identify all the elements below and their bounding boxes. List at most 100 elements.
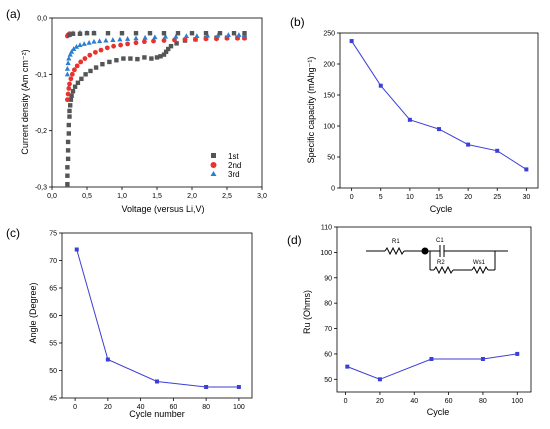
data-point — [74, 247, 79, 252]
panel-c-xtick-label: 0 — [73, 404, 77, 411]
data-point — [142, 39, 147, 45]
data-point — [175, 31, 181, 36]
data-point — [182, 37, 188, 42]
data-point — [161, 52, 167, 57]
data-point — [65, 156, 71, 162]
data-point — [73, 43, 80, 49]
panel-d-ytick-label: 60 — [324, 351, 332, 358]
panel-b-xtick-label: 30 — [522, 194, 530, 201]
data-point — [65, 181, 70, 187]
panel-c-ytick-label: 60 — [49, 313, 57, 320]
data-point — [66, 122, 71, 128]
data-point — [437, 127, 441, 132]
data-point — [345, 364, 350, 369]
panel-d-xtick-label: 20 — [376, 398, 384, 405]
data-point — [97, 38, 103, 44]
data-point — [183, 33, 189, 39]
panel-a-xtick-label: 1,5 — [152, 193, 162, 200]
resistor-r2 — [433, 265, 454, 275]
data-point — [377, 377, 382, 382]
panel-a-xtick-label: 3,0 — [257, 193, 267, 200]
data-point — [194, 33, 200, 39]
panel-d-ytick-label: 80 — [324, 301, 332, 308]
data-point — [142, 55, 147, 60]
equivalent-circuit-inset: R1 C1 R2 Ws1 — [366, 238, 508, 275]
data-point — [105, 357, 110, 362]
legend-label-3rd: 3rd — [228, 170, 240, 179]
panel-b-xtick-label: 5 — [379, 194, 383, 201]
legend-item-1st: 1st — [211, 152, 239, 161]
data-point — [69, 71, 75, 77]
legend-item-2nd: 2nd — [210, 161, 241, 170]
panel-b-series-line — [351, 40, 527, 170]
data-point — [66, 86, 72, 91]
data-point — [133, 31, 139, 36]
data-point — [70, 89, 76, 94]
panel-a-ytick-label: -0,1 — [35, 72, 47, 79]
data-point — [161, 31, 167, 36]
data-point — [378, 83, 383, 88]
data-point — [173, 33, 179, 39]
data-point — [174, 41, 179, 46]
data-point — [81, 41, 87, 46]
panel-a-ylabel: Current density (Am cm⁻²) — [20, 49, 30, 154]
data-point — [135, 56, 140, 62]
data-point — [82, 56, 88, 61]
panel-c-ytick-label: 65 — [49, 286, 57, 293]
data-point — [105, 31, 111, 36]
data-point — [480, 357, 485, 361]
data-point — [67, 32, 72, 38]
panel-a-xtick-label: 0,5 — [82, 193, 92, 200]
data-point — [158, 54, 163, 59]
panel-c-xtick-label: 40 — [137, 404, 145, 411]
data-point — [88, 68, 93, 74]
panel-a-ytick-label: 0,0 — [37, 16, 47, 23]
data-point — [121, 56, 126, 61]
data-point — [235, 35, 240, 41]
data-point — [155, 379, 159, 384]
data-point — [236, 32, 242, 37]
data-point — [162, 33, 168, 39]
data-point — [166, 46, 171, 52]
data-point — [152, 34, 158, 40]
data-point — [118, 42, 123, 48]
panel-a-xtick-label: 0,0 — [47, 193, 57, 200]
data-point — [203, 36, 209, 42]
panel-c-ylabel: Angle (Degree) — [28, 282, 38, 343]
data-point — [168, 43, 174, 49]
data-point — [68, 103, 73, 108]
panel-b-ytick-label: 100 — [323, 124, 335, 131]
data-point — [111, 43, 116, 49]
panel-d-xlabel: Cycle — [427, 407, 450, 417]
data-point — [91, 38, 97, 44]
panel-a-xlabel: Voltage (versus Li,V) — [121, 204, 204, 214]
data-point — [67, 51, 73, 57]
data-point — [65, 91, 71, 97]
data-point — [242, 31, 247, 36]
panel-d-ytick-label: 50 — [324, 377, 332, 384]
data-point — [64, 71, 70, 77]
panel-b-plot-area: 0 5 10 15 20 25 30 0 50 100 150 200 250 — [323, 31, 539, 201]
data-point — [154, 55, 160, 60]
data-point — [64, 65, 70, 71]
data-point — [68, 76, 74, 82]
data-point — [100, 61, 105, 67]
data-point — [236, 385, 241, 389]
panel-a-ytick-label: -0,2 — [35, 128, 47, 135]
panel-c-series-line — [76, 249, 239, 388]
warburg-ws1 — [471, 265, 489, 275]
data-point — [117, 36, 123, 42]
data-point — [65, 139, 71, 145]
data-point — [91, 31, 97, 36]
panel-d-plot-area: 0 20 40 60 80 100 50 60 70 80 90 100 110 — [320, 225, 532, 405]
legend-item-3rd: 3rd — [210, 170, 240, 179]
data-point — [77, 31, 83, 36]
panel-c-frame — [61, 232, 253, 399]
panel-d-xtick-label: 40 — [410, 398, 418, 405]
data-point — [495, 148, 500, 153]
data-point — [407, 117, 412, 122]
data-point — [78, 59, 84, 65]
data-point — [75, 80, 81, 85]
data-point — [349, 39, 354, 44]
panel-b-frame — [339, 32, 539, 189]
